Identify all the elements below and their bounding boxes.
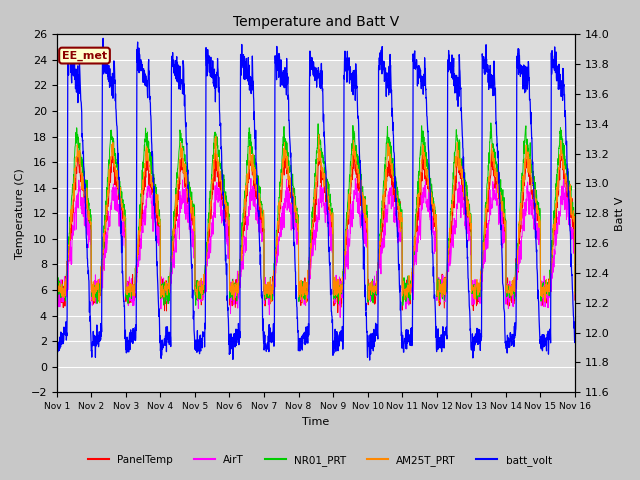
- AM25T_PRT: [571, 291, 579, 297]
- NR01_PRT: [331, 294, 339, 300]
- Line: PanelTemp: PanelTemp: [57, 147, 575, 312]
- PanelTemp: [571, 297, 579, 303]
- batt_volt: [53, 348, 61, 354]
- batt_volt: [342, 68, 350, 74]
- NR01_PRT: [467, 221, 474, 227]
- NR01_PRT: [53, 291, 61, 297]
- Text: EE_met: EE_met: [62, 50, 107, 60]
- AirT: [467, 234, 474, 240]
- NR01_PRT: [540, 288, 548, 294]
- NR01_PRT: [525, 153, 533, 159]
- PanelTemp: [525, 162, 533, 168]
- Line: AM25T_PRT: AM25T_PRT: [57, 134, 575, 303]
- AM25T_PRT: [299, 300, 307, 306]
- AirT: [342, 260, 350, 266]
- batt_volt: [540, 340, 548, 346]
- batt_volt: [198, 342, 205, 348]
- batt_volt: [366, 357, 374, 363]
- PanelTemp: [53, 279, 61, 285]
- NR01_PRT: [571, 289, 579, 295]
- Y-axis label: Batt V: Batt V: [615, 196, 625, 230]
- batt_volt: [331, 335, 339, 341]
- AM25T_PRT: [315, 132, 323, 137]
- AM25T_PRT: [540, 290, 548, 296]
- AirT: [540, 291, 548, 297]
- Y-axis label: Temperature (C): Temperature (C): [15, 168, 25, 259]
- Title: Temperature and Batt V: Temperature and Batt V: [233, 15, 399, 29]
- PanelTemp: [342, 240, 350, 246]
- AM25T_PRT: [467, 214, 474, 219]
- AirT: [331, 285, 339, 290]
- PanelTemp: [467, 222, 474, 228]
- Line: AirT: AirT: [57, 179, 575, 318]
- Line: batt_volt: batt_volt: [57, 38, 575, 360]
- PanelTemp: [331, 294, 339, 300]
- Line: NR01_PRT: NR01_PRT: [57, 123, 575, 305]
- AM25T_PRT: [342, 228, 350, 233]
- AM25T_PRT: [197, 276, 205, 281]
- batt_volt: [525, 97, 533, 103]
- batt_volt: [571, 339, 579, 345]
- NR01_PRT: [197, 286, 205, 291]
- NR01_PRT: [342, 228, 349, 233]
- AirT: [525, 211, 533, 216]
- PanelTemp: [334, 310, 342, 315]
- AirT: [247, 176, 255, 181]
- AM25T_PRT: [331, 274, 339, 280]
- Legend: PanelTemp, AirT, NR01_PRT, AM25T_PRT, batt_volt: PanelTemp, AirT, NR01_PRT, AM25T_PRT, ba…: [84, 451, 556, 470]
- AirT: [197, 290, 205, 296]
- batt_volt: [99, 36, 107, 41]
- AM25T_PRT: [525, 162, 533, 168]
- PanelTemp: [540, 288, 548, 294]
- batt_volt: [467, 326, 474, 332]
- X-axis label: Time: Time: [302, 417, 330, 427]
- PanelTemp: [281, 144, 289, 150]
- NR01_PRT: [487, 120, 495, 126]
- AirT: [571, 281, 579, 287]
- AM25T_PRT: [53, 283, 61, 288]
- PanelTemp: [197, 302, 205, 308]
- AirT: [53, 281, 61, 287]
- NR01_PRT: [399, 302, 406, 308]
- AirT: [337, 315, 344, 321]
